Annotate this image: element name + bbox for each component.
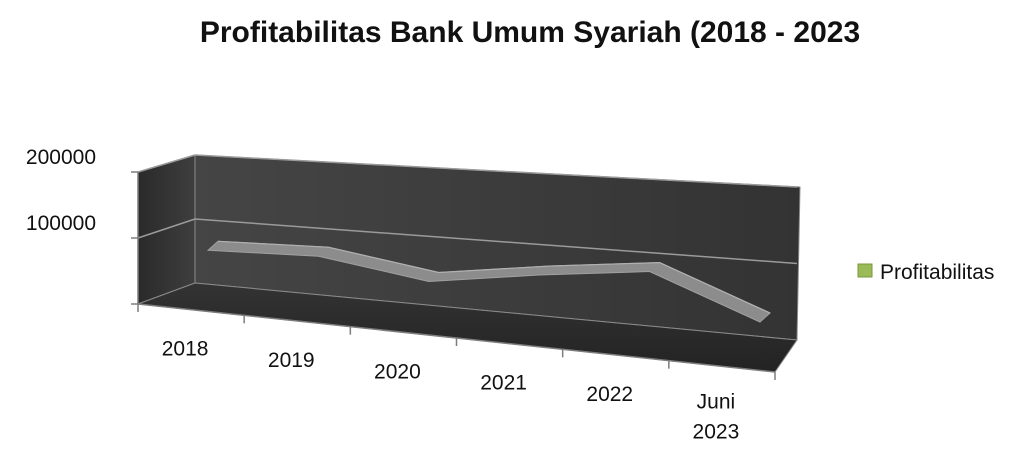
gridline <box>137 154 196 173</box>
gridlines <box>137 154 798 265</box>
y-tick-marks <box>131 171 138 305</box>
chart-title: Profitabilitas Bank Umum Syariah (2018 -… <box>199 16 861 49</box>
x-tick-label: 2020 <box>374 360 421 383</box>
data-point <box>322 251 324 253</box>
y-tick-labels: 100000 200000 <box>26 146 96 235</box>
x-tick-labels: 2018 2019 2020 2021 2022 Juni 2023 <box>162 338 740 444</box>
x-tick-label: 2022 <box>586 383 633 406</box>
series-ribbon <box>206 240 771 323</box>
side-wall <box>137 154 196 305</box>
data-point <box>543 270 545 272</box>
legend: Profitabilitas <box>857 261 994 284</box>
gridline <box>137 218 196 239</box>
data-point <box>764 316 766 318</box>
gridline <box>194 154 798 188</box>
series-ribbon-edge <box>217 240 771 314</box>
y-tick-label: 200000 <box>26 146 96 169</box>
gridline <box>194 218 798 265</box>
legend-marker-icon <box>857 263 873 278</box>
x-tick-label: 2021 <box>480 372 527 395</box>
legend-label: Profitabilitas <box>880 261 994 284</box>
x-tick-label: Juni 2023 <box>693 390 740 443</box>
x-tick-label: 2018 <box>162 338 209 361</box>
data-point <box>654 266 656 268</box>
y-tick-label: 100000 <box>26 212 96 235</box>
data-point <box>212 245 214 247</box>
x-tick-label: 2019 <box>268 349 315 372</box>
data-point <box>433 276 435 278</box>
x-tick-marks <box>137 304 776 380</box>
